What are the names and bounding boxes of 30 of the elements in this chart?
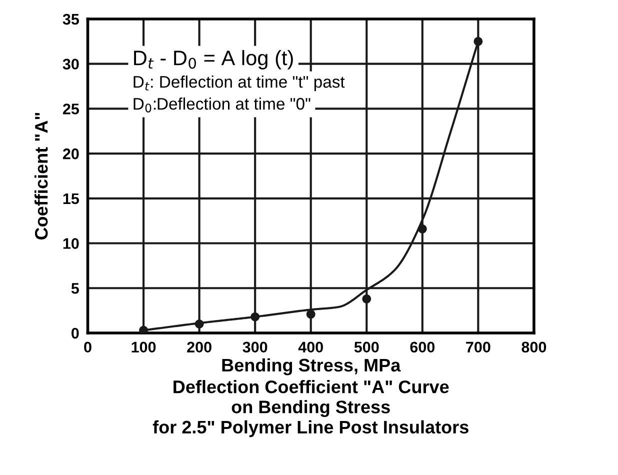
y-tick-label: 35 xyxy=(62,14,79,25)
annotation: D$_{t}$ - D$_{0}$ = A log (t) xyxy=(134,50,293,70)
point xyxy=(250,312,260,322)
point xyxy=(362,294,372,304)
x-tick-label: 100 xyxy=(132,342,156,353)
x-axis-title: Bending Stress, MPa xyxy=(222,358,401,376)
point xyxy=(194,320,204,329)
y-tick-label: 20 xyxy=(62,148,79,160)
x-tick-label: 200 xyxy=(187,342,212,353)
x-tick-label: 500 xyxy=(354,342,379,353)
text: Deflection Coefficient "A" Curve on Bending Stress for 2.5" Polymer Line Post Insulators xyxy=(152,380,468,438)
x-tick-label: 400 xyxy=(298,342,323,353)
point xyxy=(139,326,148,333)
x-tick-label: 800 xyxy=(522,342,546,353)
y-tick-label: 10 xyxy=(63,238,79,249)
point xyxy=(306,310,316,319)
annotation: D$_{t}$: Deflection at time "t" past xyxy=(134,76,345,92)
y-tick-label: 30 xyxy=(62,58,79,70)
x-tick-label: 700 xyxy=(466,342,490,353)
x-tick-label: 300 xyxy=(242,342,268,353)
y-tick-label: 15 xyxy=(63,193,79,204)
x-tick-label: 600 xyxy=(410,342,435,353)
y-tick-label: 0 xyxy=(72,328,79,339)
y-tick-label: 25 xyxy=(62,104,79,114)
x-tick-label: 0 xyxy=(84,342,92,353)
y-axis-title: Coefficient "A" xyxy=(34,112,48,240)
annotation: D$_{0}$:Deflection at time "0" xyxy=(134,97,310,112)
y-tick-label: 5 xyxy=(71,283,79,294)
point xyxy=(418,224,427,234)
point xyxy=(474,36,483,46)
